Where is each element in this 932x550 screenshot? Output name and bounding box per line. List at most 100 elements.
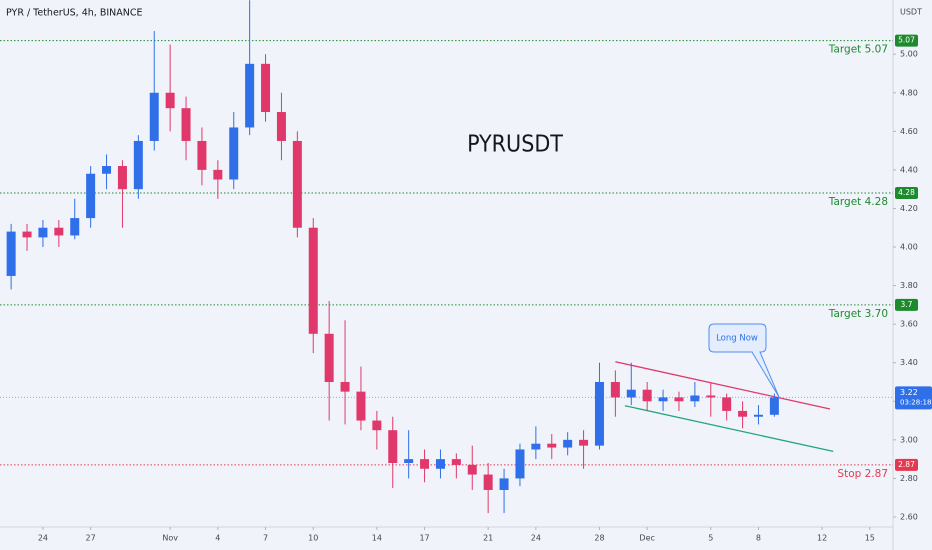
y-tick-label: 3.00 (900, 435, 918, 444)
candle-body (165, 92, 175, 109)
y-tick-label: 3.40 (900, 358, 918, 367)
candle-body (22, 231, 32, 238)
candle-body (674, 397, 684, 402)
candle-body (563, 439, 573, 448)
candle-body (308, 227, 318, 334)
candle-body (579, 439, 589, 446)
candle-body (769, 397, 779, 415)
candle-body (420, 459, 430, 469)
candle-body (38, 227, 48, 238)
callout: Long Now (708, 323, 780, 398)
y-tick-label: 3.60 (900, 320, 918, 329)
candle-body (515, 449, 525, 479)
level-label: Stop 2.87 (837, 468, 888, 480)
y-tick-label: 5.00 (900, 50, 918, 59)
price-badge-text: 3.7 (901, 300, 913, 309)
candle-body (340, 381, 350, 392)
x-tick-label: Dec (639, 534, 654, 543)
last-price-badge (895, 386, 932, 410)
callout-text: Long Now (716, 334, 758, 344)
candle-body (499, 478, 509, 490)
price-badge-text: 5.07 (898, 36, 915, 45)
candle-body (181, 108, 191, 141)
candle-body (276, 112, 286, 141)
y-tick-label: 2.60 (900, 512, 918, 521)
symbol: PYRUSDT (467, 132, 563, 158)
y-tick-label: 2.80 (900, 474, 918, 483)
candle-body (451, 459, 461, 465)
candle-body (610, 381, 620, 398)
candle-body (324, 333, 334, 382)
x-tick-label: 15 (865, 534, 875, 543)
candle-body (197, 140, 207, 170)
trendline (615, 361, 831, 410)
x-tick-label: 7 (263, 534, 268, 543)
candle-body (133, 140, 143, 190)
x-tick-label: 10 (308, 534, 318, 543)
x-tick-label: 8 (756, 534, 761, 543)
chart-title: PYR / TetherUS, 4h, BINANCE (6, 8, 143, 19)
x-tick-label: 24 (531, 534, 541, 543)
candle-body (435, 459, 445, 469)
candle-body (149, 92, 159, 141)
candle-body (658, 397, 668, 402)
price-badge-text: 4.28 (898, 188, 915, 197)
x-tick-label: 28 (594, 534, 604, 543)
x-tick-label: 21 (483, 534, 493, 543)
candle-body (261, 63, 271, 113)
candle-body (642, 389, 652, 402)
x-tick-label: 14 (372, 534, 382, 543)
unit-label: USDT (900, 8, 922, 17)
candle-body (706, 395, 716, 398)
price-badge (895, 298, 918, 311)
trendline (624, 405, 834, 453)
x-tick-label: 17 (419, 534, 429, 543)
candle-body (6, 231, 16, 276)
countdown-text: 03:28:18 (900, 398, 931, 406)
candle-body (626, 389, 636, 398)
y-tick-label: 3.80 (900, 281, 918, 290)
candle-body (213, 169, 223, 180)
y-tick-label: 4.00 (900, 243, 918, 252)
price-badge (895, 187, 918, 200)
x-tick-label: 24 (38, 534, 48, 543)
candle-body (388, 430, 398, 463)
x-tick-label: 27 (86, 534, 96, 543)
candle-body (467, 464, 477, 475)
level-label: Target 4.28 (828, 196, 888, 208)
price-badge (895, 34, 918, 47)
candle-body (229, 127, 239, 180)
candle-body (722, 397, 732, 411)
candle-body (86, 173, 96, 219)
price-badge (895, 458, 918, 471)
candle-body (547, 443, 557, 448)
candle-body (54, 227, 64, 236)
candle-body (70, 218, 80, 236)
x-tick-label: 12 (817, 534, 827, 543)
y-tick-label: 4.80 (900, 88, 918, 97)
candle-body (245, 63, 255, 128)
x-tick-label: 4 (215, 534, 220, 543)
candle-body (117, 166, 127, 190)
level-label: Target 3.70 (828, 308, 888, 320)
last-price-text: 3.22 (900, 388, 918, 397)
candle-body (292, 140, 302, 228)
candle-body (483, 474, 493, 490)
x-tick-label: 5 (708, 534, 713, 543)
candle-body (102, 166, 112, 174)
candle-body (738, 410, 748, 417)
x-tick-label: Nov (162, 534, 178, 543)
callout-box (708, 323, 780, 398)
y-tick-label: 4.60 (900, 127, 918, 136)
candle-body (404, 459, 414, 463)
candle-body (690, 395, 700, 402)
price-badge-text: 2.87 (898, 460, 915, 469)
candle-body (753, 414, 763, 417)
candle-body (356, 391, 366, 421)
level-label: Target 5.07 (828, 44, 888, 56)
y-tick-label: 4.20 (900, 204, 918, 213)
candle-body (594, 381, 604, 446)
y-tick-label: 4.40 (900, 165, 918, 174)
